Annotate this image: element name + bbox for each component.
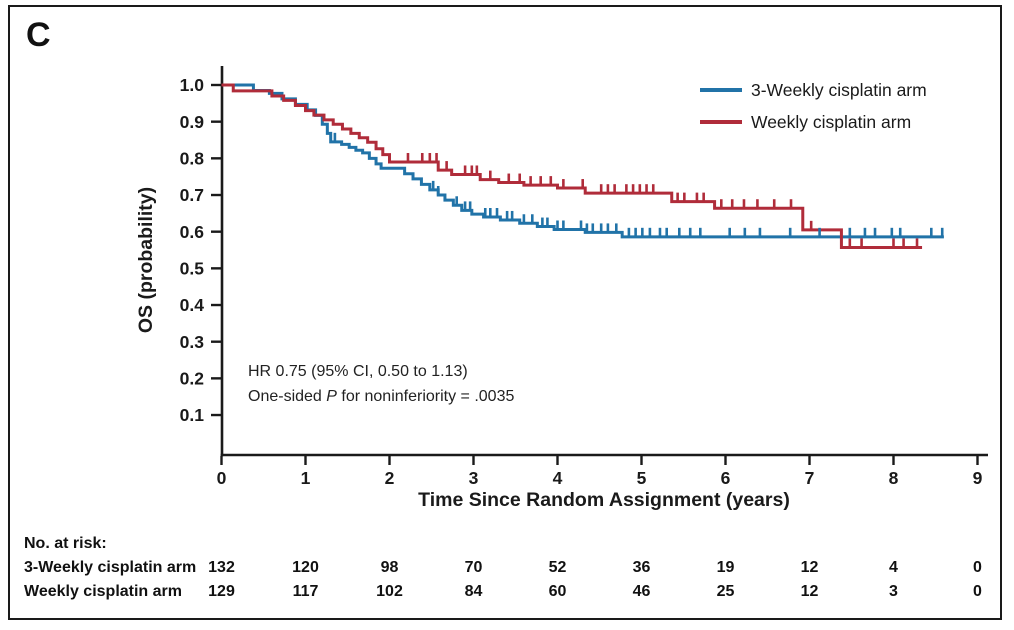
risk-count: 84: [464, 583, 483, 600]
y-tick-label: 0.8: [180, 148, 205, 168]
legend-label-weekly: Weekly cisplatin arm: [751, 111, 912, 132]
x-tick-label: 2: [385, 468, 395, 488]
x-tick-label: 7: [805, 468, 815, 488]
risk-row-label-weekly: Weekly cisplatin arm: [24, 583, 182, 600]
legend-item-3weekly: 3-Weekly cisplatin arm: [700, 74, 927, 106]
x-tick-label: 9: [973, 468, 983, 488]
risk-count: 117: [292, 583, 319, 600]
y-tick-label: 0.4: [180, 295, 205, 315]
risk-count: 120: [292, 559, 319, 576]
x-tick-label: 8: [889, 468, 899, 488]
y-tick-label: 0.5: [180, 258, 205, 278]
axes: [211, 66, 988, 465]
y-tick-label: 0.3: [180, 332, 205, 352]
risk-count: 98: [380, 559, 399, 576]
risk-count: 52: [548, 559, 567, 576]
stats-annotation: HR 0.75 (95% CI, 0.50 to 1.13) One-sided…: [248, 359, 514, 409]
y-tick-label: 0.7: [180, 185, 204, 205]
x-tick-label: 1: [301, 468, 311, 488]
risk-count: 12: [800, 583, 819, 600]
risk-count: 129: [208, 583, 235, 600]
risk-count: 46: [632, 583, 651, 600]
legend-label-3weekly: 3-Weekly cisplatin arm: [751, 79, 927, 100]
hazard-ratio-text: HR 0.75 (95% CI, 0.50 to 1.13): [248, 363, 468, 380]
figure-border: [8, 5, 1002, 620]
risk-count: 132: [208, 559, 235, 576]
panel-label: C: [26, 16, 51, 54]
risk-count: 102: [376, 583, 403, 600]
risk-table-title: No. at risk:: [24, 535, 107, 552]
km-curve-weekly: [221, 83, 923, 249]
pvalue-text: One-sided P for noninferiority = .0035: [248, 388, 515, 405]
risk-count: 19: [716, 559, 735, 576]
legend-item-weekly: Weekly cisplatin arm: [700, 106, 927, 138]
tick-labels: 0.1 0.2 0.3 0.4 0.5 0.6 0.7 0.8 0.9 1.0 0 1 2 3 4 5 6 7 8 9: [180, 75, 983, 488]
legend: 3-Weekly cisplatin arm Weekly cisplatin …: [700, 74, 927, 138]
y-tick-label: 0.2: [180, 368, 205, 388]
x-tick-label: 6: [721, 468, 731, 488]
risk-count: 4: [889, 559, 898, 576]
risk-count: 60: [548, 583, 567, 600]
y-tick-label: 0.6: [180, 222, 205, 242]
y-tick-label: 1.0: [180, 75, 205, 95]
y-tick-label: 0.1: [180, 405, 205, 425]
risk-count: 36: [632, 559, 651, 576]
x-axis-title: Time Since Random Assignment (years): [418, 489, 790, 511]
censor-marks: [333, 132, 944, 248]
risk-count: 0: [973, 583, 982, 600]
x-tick-label: 0: [217, 468, 227, 488]
y-tick-label: 0.9: [180, 112, 205, 132]
x-tick-label: 3: [469, 468, 479, 488]
legend-line-weekly: [700, 120, 742, 124]
survival-curves: [221, 83, 944, 249]
risk-count: 0: [973, 559, 982, 576]
risk-count: 70: [464, 559, 483, 576]
risk-count: 3: [889, 583, 898, 600]
y-axis-title: OS (probability): [135, 187, 157, 333]
legend-line-3weekly: [700, 88, 742, 92]
x-tick-label: 4: [553, 468, 563, 488]
risk-count: 12: [800, 559, 819, 576]
risk-count: 25: [716, 583, 735, 600]
risk-row-label-3weekly: 3-Weekly cisplatin arm: [24, 559, 197, 576]
x-tick-label: 5: [637, 468, 647, 488]
